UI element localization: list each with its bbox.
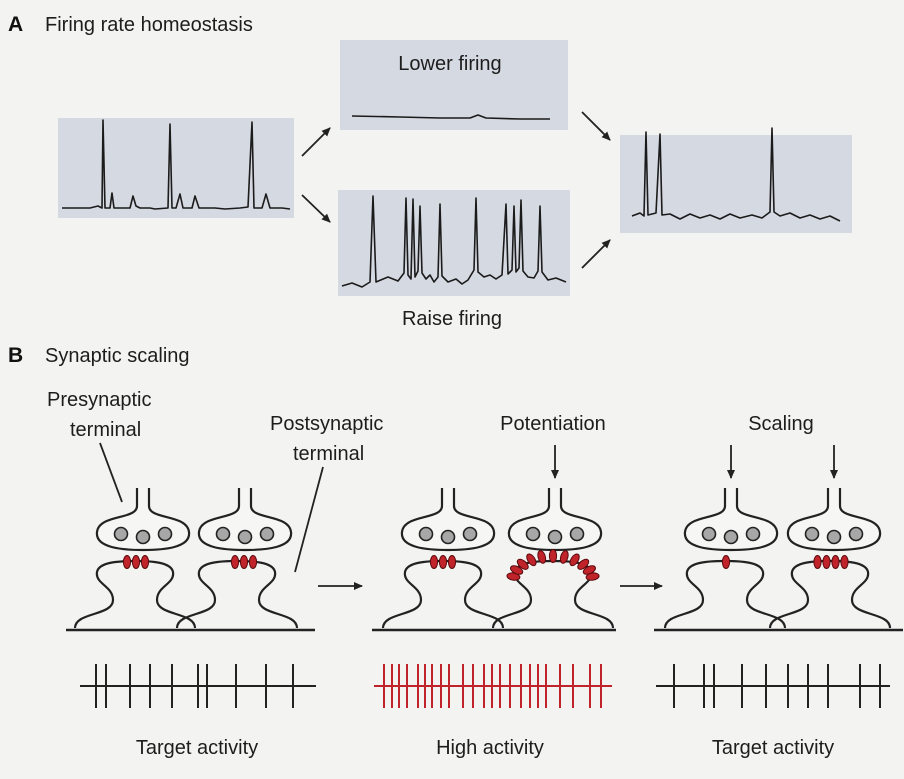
lower-firing-panel: Lower firing [340,40,568,130]
receptor [569,553,580,567]
lower-firing-label: Lower firing [398,53,501,75]
postsynaptic-spine [663,559,787,629]
vesicle [569,526,585,542]
synapse-group-scaled [654,488,903,632]
receptor [122,555,132,569]
presynaptic-label-line1: Presynaptic [47,389,152,411]
restored-firing-panel [620,127,852,233]
synapse-group-target [66,488,315,632]
receptor [840,555,849,569]
vesicle [135,529,151,545]
caption-target-activity-left: Target activity [136,737,258,759]
receptor [585,572,600,581]
receptor [438,555,448,569]
vesicle [237,529,253,545]
receptor [559,550,569,564]
receptor [548,549,558,563]
raise-firing-trace [341,195,567,288]
postsynaptic-label-line1: Postsynaptic [270,413,383,435]
receptor [822,555,831,569]
vesicle [215,526,231,542]
presynaptic-pointer-line [99,442,123,503]
receptor [526,553,537,567]
raster-high-activity [374,664,612,708]
panel-b-letter: B [8,344,23,367]
receptor [516,558,529,570]
panel-b-title: Synaptic scaling [45,345,190,367]
vesicle [525,526,541,542]
caption-high-activity: High activity [436,737,544,759]
vesicle [848,526,864,542]
vesicle [259,526,275,542]
receptor [510,565,524,575]
receptor [537,550,547,564]
receptor [577,558,590,570]
receptor [721,555,731,569]
receptor [131,555,141,569]
vesicle [547,529,563,545]
vesicle [113,526,129,542]
arrow-to-lower-firing [301,127,331,157]
vesicle [462,526,478,542]
receptor [230,555,240,569]
postsynaptic-spine [175,559,299,629]
receptor [831,555,840,569]
vesicle [826,529,842,545]
arrow-from-raise-firing [581,239,611,269]
arrow-from-lower-firing [581,111,611,141]
vesicle [440,529,456,545]
postsynaptic-spine [381,559,505,629]
baseline-trace-panel [58,118,294,218]
raise-firing-label: Raise firing [402,308,502,330]
potentiation-label: Potentiation [500,413,606,435]
panel-a-letter: A [8,13,23,36]
raster-target-activity-left [80,664,316,708]
vesicle [723,529,739,545]
postsynaptic-spine [73,559,197,629]
receptor [429,555,439,569]
postsynaptic-spine [491,559,615,629]
receptor [248,555,258,569]
arrow-to-raise-firing [301,194,331,223]
lower-firing-trace [351,114,550,120]
postsynaptic-label-line2: terminal [293,443,364,465]
receptor [140,555,150,569]
vesicle [745,526,761,542]
vesicle [804,526,820,542]
raster-target-activity-right [656,664,890,708]
presynaptic-label-line2: terminal [70,419,141,441]
panel-a-title: Firing rate homeostasis [45,14,253,36]
vesicle [418,526,434,542]
receptor [447,555,457,569]
restored-firing-trace [631,127,841,222]
receptor [239,555,249,569]
synapse-group-potentiated [372,488,616,632]
postsynaptic-pointer-line [294,466,324,573]
baseline-voltage-trace [62,119,291,210]
vesicle [701,526,717,542]
vesicle [157,526,173,542]
raise-firing-panel: Raise firing [338,190,570,330]
caption-target-activity-right: Target activity [712,737,834,759]
scaling-label: Scaling [748,413,814,435]
receptor [813,555,822,569]
postsynaptic-spine [768,559,892,629]
